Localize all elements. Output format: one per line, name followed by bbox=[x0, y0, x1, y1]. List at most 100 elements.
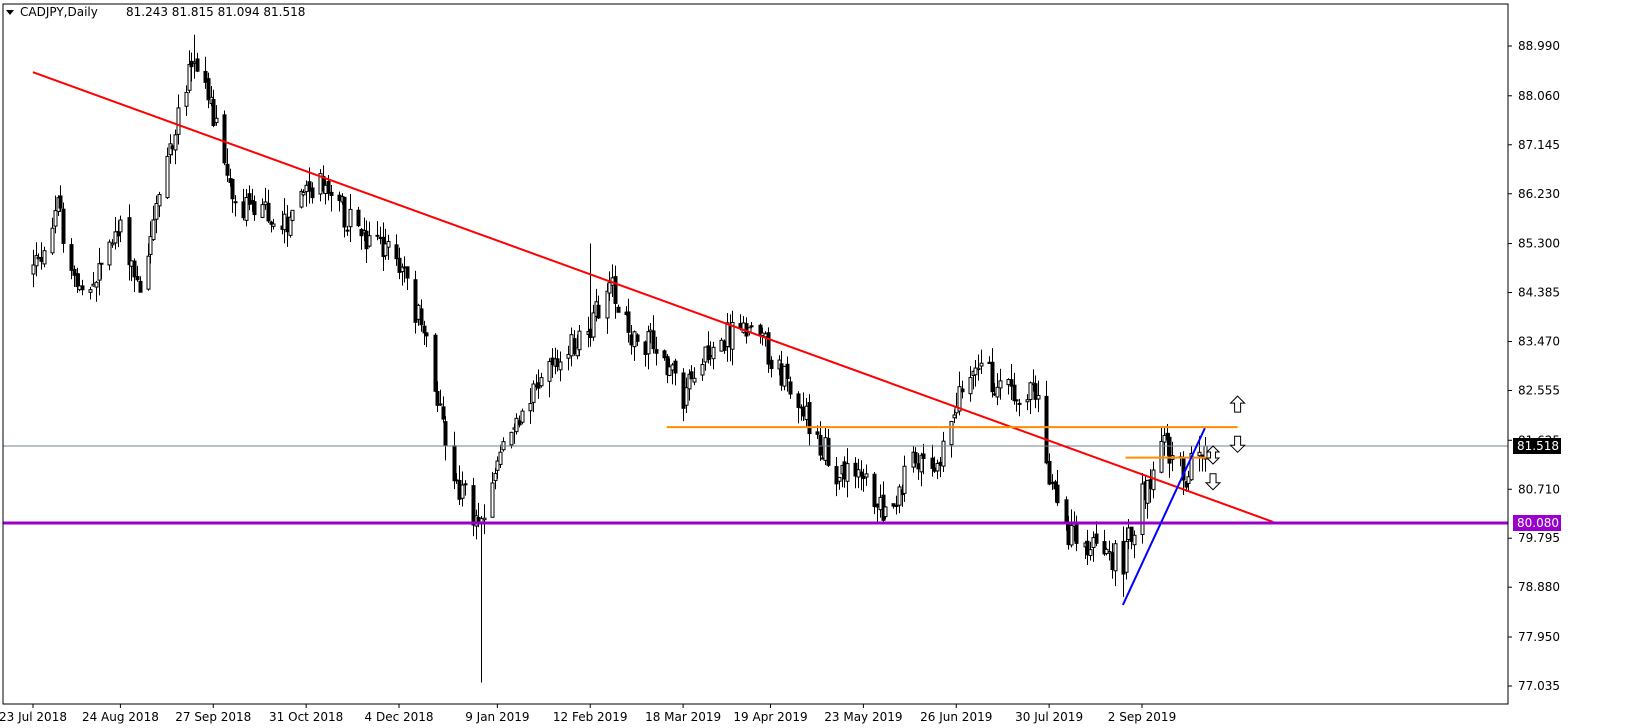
y-tick-label: 79.795 bbox=[1518, 531, 1560, 545]
candle-body-bull bbox=[290, 209, 295, 221]
candle bbox=[135, 265, 140, 282]
candle-body-bull bbox=[531, 383, 536, 403]
candle-body-bear bbox=[859, 471, 864, 477]
candle bbox=[730, 310, 735, 366]
candle bbox=[424, 332, 429, 348]
candle bbox=[845, 448, 850, 498]
candle bbox=[1017, 398, 1022, 417]
candle-body-bull bbox=[976, 367, 981, 371]
candle-body-bear bbox=[75, 273, 80, 288]
current-price-tag-text: 81.518 bbox=[1517, 439, 1559, 453]
candle-body-bear bbox=[1094, 533, 1099, 544]
candle bbox=[1009, 364, 1014, 401]
candle-body-bull bbox=[1088, 549, 1093, 557]
candle bbox=[413, 270, 418, 334]
candle bbox=[176, 94, 181, 145]
candle-body-bull bbox=[157, 193, 162, 207]
candle-body-bull bbox=[864, 473, 869, 478]
candle-body-bear bbox=[222, 114, 227, 164]
candle bbox=[807, 394, 812, 446]
candle bbox=[72, 265, 77, 287]
candle-body-bull bbox=[214, 117, 219, 124]
candle bbox=[1055, 469, 1060, 506]
candle-body-bull bbox=[490, 482, 495, 518]
candle bbox=[244, 189, 249, 227]
candle-body-bull bbox=[547, 361, 552, 382]
candle bbox=[165, 147, 170, 200]
candle bbox=[613, 265, 618, 319]
candle-body-bull bbox=[383, 243, 388, 257]
candle-body-bull bbox=[110, 242, 115, 246]
candle-body-bear bbox=[138, 280, 143, 293]
candle bbox=[495, 456, 500, 479]
candle bbox=[61, 202, 66, 253]
candle bbox=[1129, 526, 1134, 550]
candle-body-bull bbox=[700, 363, 705, 376]
candle bbox=[626, 298, 631, 343]
candle-body-bull bbox=[107, 241, 112, 266]
candle bbox=[1140, 472, 1145, 544]
uptrend-line[interactable] bbox=[1121, 427, 1206, 606]
arrow-down-lower-icon[interactable] bbox=[1204, 473, 1222, 491]
candle-body-bear bbox=[872, 473, 877, 508]
candle-body-bull bbox=[148, 236, 153, 255]
candle-body-bear bbox=[61, 208, 66, 244]
support-price-tag-bg bbox=[1513, 514, 1561, 531]
candle-body-bear bbox=[960, 388, 965, 393]
candle bbox=[1033, 375, 1038, 409]
candle-body-bull bbox=[113, 231, 118, 244]
candle bbox=[976, 354, 981, 381]
candle-body-bear bbox=[375, 234, 380, 237]
candle-body-bull bbox=[979, 362, 984, 367]
candle-body-bull bbox=[646, 331, 651, 355]
candle-body-bear bbox=[673, 360, 678, 374]
candle-body-bull bbox=[902, 465, 907, 494]
candle bbox=[329, 184, 334, 212]
candle bbox=[1167, 433, 1172, 478]
candle-body-bull bbox=[1036, 395, 1041, 400]
candle bbox=[520, 408, 525, 425]
candle-body-bull bbox=[935, 462, 940, 472]
candle bbox=[247, 185, 252, 211]
candle-body-bear bbox=[689, 371, 694, 380]
candle-body-bear bbox=[135, 275, 140, 281]
candle bbox=[301, 189, 306, 197]
candle bbox=[531, 380, 536, 413]
candle-body-bull bbox=[837, 476, 842, 482]
support-price-tag-text: 80.080 bbox=[1517, 516, 1559, 530]
candle-body-bear bbox=[1033, 383, 1038, 400]
candle bbox=[173, 129, 178, 165]
candle bbox=[482, 504, 487, 535]
candle-body-bull bbox=[1028, 382, 1033, 401]
candle bbox=[684, 377, 689, 414]
candle-body-bear bbox=[127, 217, 132, 266]
arrow-updown-middle-icon[interactable] bbox=[1205, 445, 1221, 465]
downtrend-line[interactable] bbox=[32, 71, 1274, 523]
candle-body-bull bbox=[482, 517, 487, 521]
y-tick-label: 87.145 bbox=[1518, 138, 1560, 152]
candle bbox=[34, 242, 39, 277]
y-tick-label: 77.035 bbox=[1518, 679, 1560, 693]
candle-body-bear bbox=[424, 332, 429, 337]
candle bbox=[42, 246, 47, 268]
candle-body-bull bbox=[386, 240, 391, 248]
x-axis: 23 Jul 2018 24 Aug 2018 27 Sep 2018 31 Oct … bbox=[0, 704, 1176, 724]
candle-body-bull bbox=[558, 361, 563, 371]
candle-body-bear bbox=[203, 70, 208, 83]
candle-body-bear bbox=[1055, 484, 1060, 504]
candle-body-bear bbox=[310, 187, 315, 199]
x-tick-label: 19 Apr 2019 bbox=[733, 710, 807, 724]
candle bbox=[960, 380, 965, 399]
candle-body-bear bbox=[1167, 436, 1172, 464]
y-tick-label: 77.950 bbox=[1518, 630, 1560, 644]
arrow-up-upper-icon[interactable] bbox=[1229, 395, 1246, 413]
candle bbox=[490, 471, 495, 518]
arrow-down-upper-icon[interactable] bbox=[1229, 435, 1246, 454]
candle-body-bull bbox=[1124, 541, 1129, 573]
y-tick-label: 88.060 bbox=[1518, 89, 1560, 103]
candle bbox=[1189, 445, 1194, 481]
candle-body-bull bbox=[566, 354, 571, 359]
symbol-dropdown-icon[interactable] bbox=[6, 10, 14, 15]
candle-body-bear bbox=[572, 338, 577, 355]
